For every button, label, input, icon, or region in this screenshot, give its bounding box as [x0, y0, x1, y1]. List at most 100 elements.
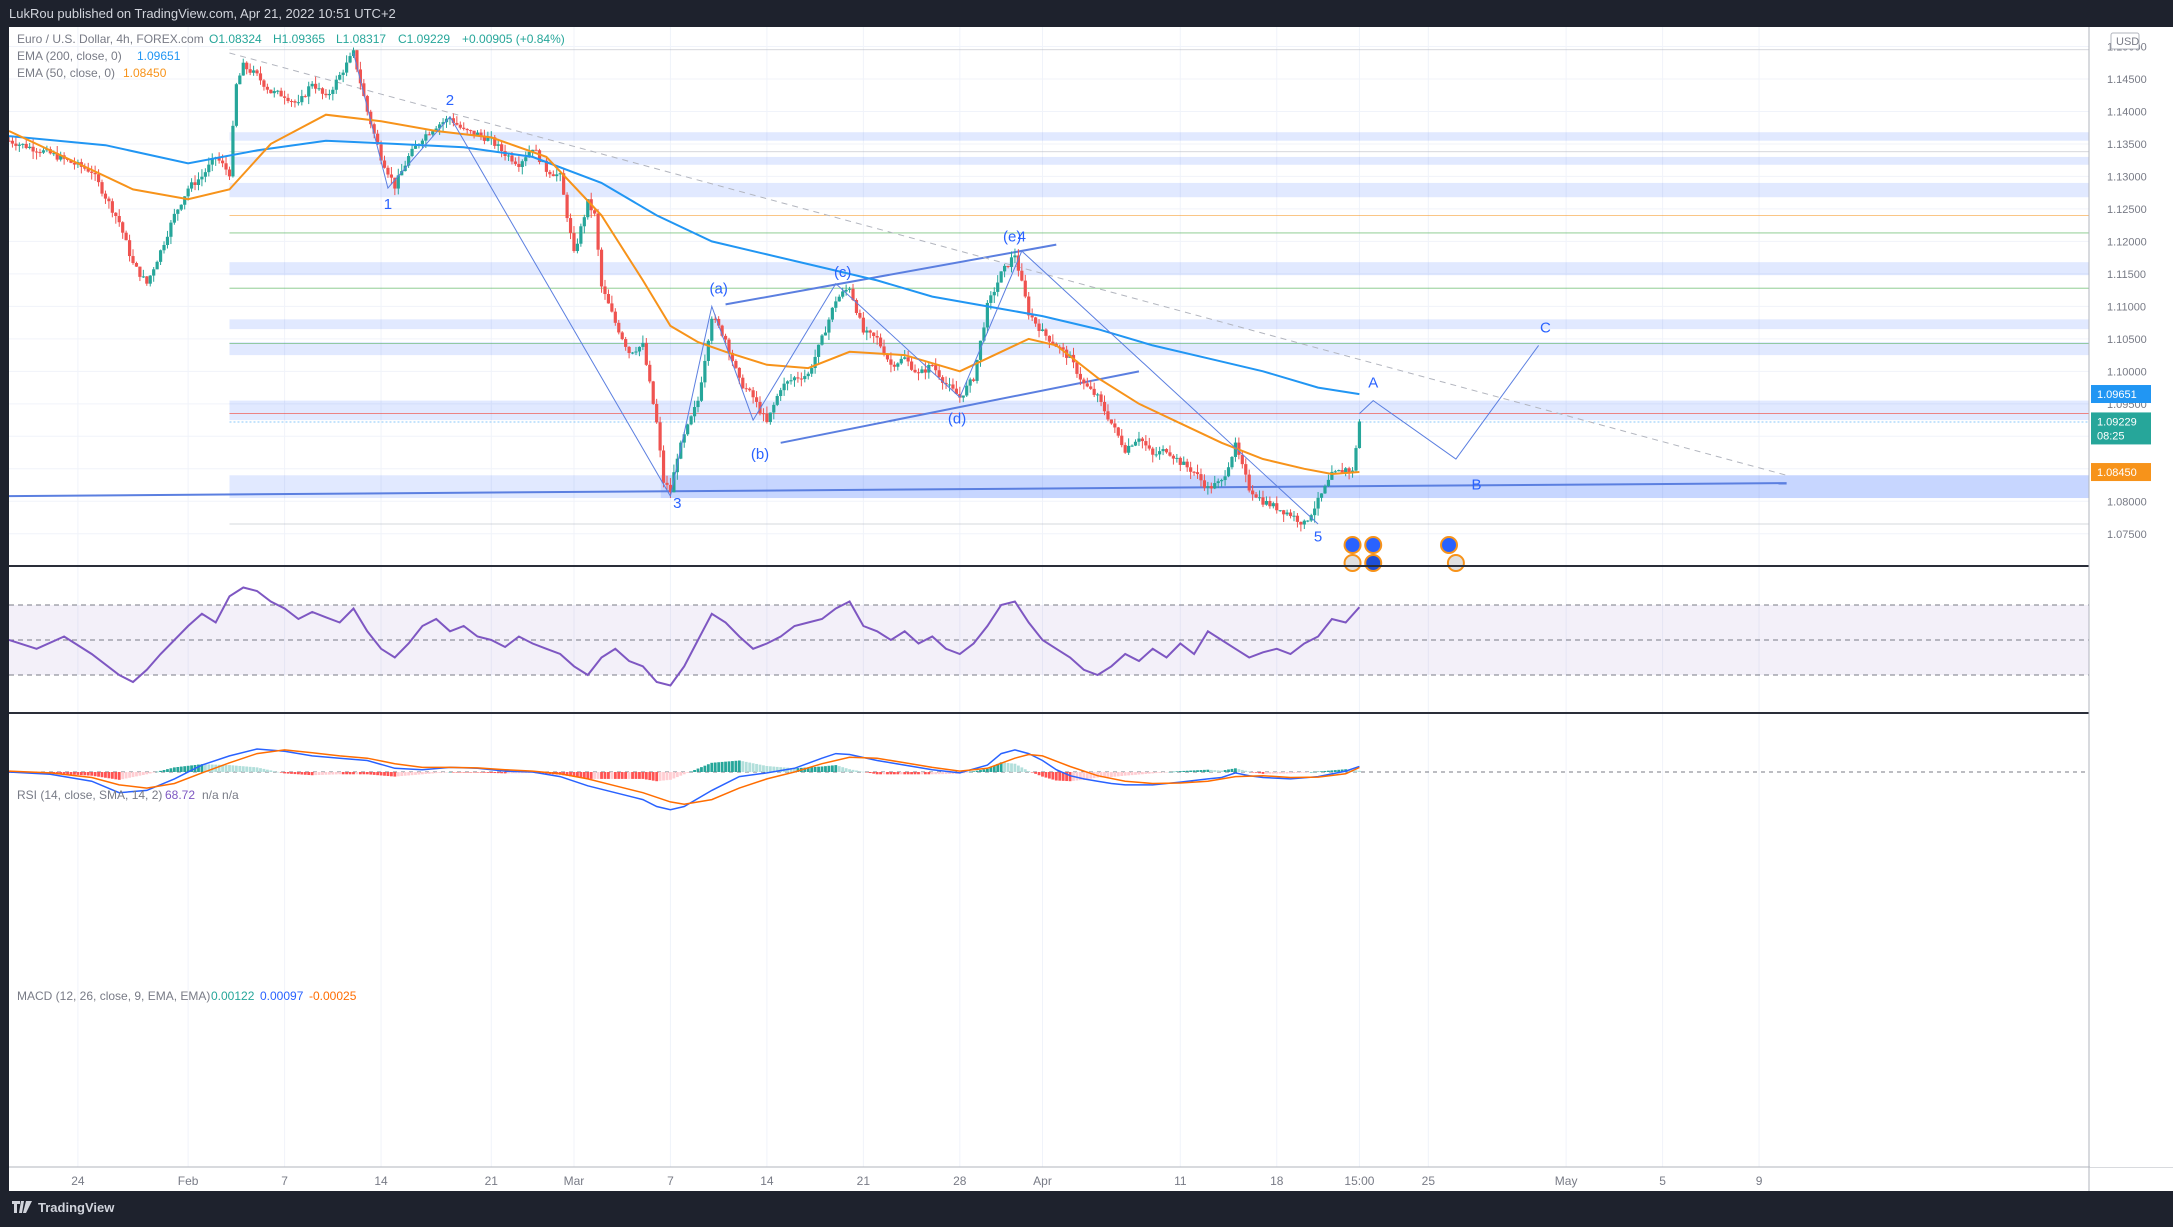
macd-histogram-bar	[155, 771, 159, 773]
macd-histogram-bar	[1282, 772, 1286, 774]
macd-histogram-bar	[603, 772, 607, 779]
candle-body	[544, 160, 549, 172]
macd-histogram-bar	[1285, 772, 1289, 774]
macd-histogram-bar	[672, 772, 676, 779]
macd-histogram-bar	[896, 772, 900, 775]
macd-histogram-bar	[903, 772, 907, 775]
candle-body	[1061, 347, 1065, 350]
macd-histogram-bar	[607, 772, 610, 779]
macd-histogram-bar	[934, 772, 938, 775]
macd-histogram-bar	[427, 772, 431, 774]
ema50-value: 1.08450	[123, 66, 167, 80]
candle-body	[606, 294, 611, 304]
candle-body	[717, 318, 721, 326]
candle-body	[1354, 448, 1358, 471]
candle-body	[386, 167, 390, 175]
rsi-line	[9, 586, 1361, 687]
candle-body	[558, 173, 562, 175]
currency-badge-box[interactable]	[2110, 32, 2140, 50]
candle-body	[1099, 394, 1103, 402]
candle-body	[799, 378, 803, 380]
macd-histogram-bar	[431, 772, 435, 774]
zone-rect	[229, 475, 2090, 499]
macd-histogram-bar	[1134, 772, 1137, 775]
macd-histogram-bar	[421, 772, 424, 775]
macd-histogram-bar	[631, 772, 634, 779]
candle-body	[892, 364, 896, 367]
price-tick-label: 1.12000	[2107, 236, 2147, 248]
macd-histogram-bar	[503, 772, 507, 774]
candle-body	[940, 377, 945, 383]
candle-body	[737, 367, 741, 378]
candle-body	[1075, 362, 1079, 374]
macd-histogram-bar	[517, 772, 521, 774]
price-tag-countdown: 08:25	[2097, 430, 2125, 442]
macd-histogram-bar	[241, 766, 245, 772]
candle-body	[920, 369, 924, 373]
candle-body	[779, 390, 783, 397]
macd-histogram-bar	[855, 770, 858, 772]
macd-histogram-bar	[1168, 771, 1172, 773]
candle-body	[1182, 461, 1186, 465]
macd-histogram-bar	[972, 771, 975, 772]
candle-body	[231, 125, 235, 177]
macd-histogram-bar	[1089, 772, 1093, 779]
candle-body	[586, 199, 590, 218]
candle-body	[889, 359, 893, 365]
candle-body	[179, 204, 183, 210]
macd-histogram-bar	[1154, 772, 1158, 774]
macd-histogram-bar	[865, 772, 869, 773]
macd-histogram-bar	[1144, 772, 1148, 774]
candle-body	[903, 357, 907, 359]
macd-hist-value: 0.00122	[211, 989, 255, 1003]
candle-body	[989, 295, 993, 303]
macd-histogram-bar	[410, 772, 414, 776]
macd-histogram-bar	[1110, 772, 1113, 778]
candle-body	[1295, 515, 1300, 522]
macd-histogram-bar	[383, 772, 386, 776]
publish-line: LukRou published on TradingView.com, Apr…	[9, 6, 396, 21]
macd-histogram-bar	[700, 767, 703, 772]
macd-histogram-bar	[1158, 772, 1162, 773]
candle-body	[816, 344, 821, 357]
macd-histogram-bar	[1175, 771, 1179, 772]
macd-histogram-bar	[176, 766, 180, 772]
macd-histogram-bar	[1141, 772, 1144, 775]
candle-body	[885, 354, 890, 360]
chart-area[interactable]: 1 2 3 4 5 (a) (b) (c) (d) (e) A B C 80.0060.0040.002…	[9, 27, 2173, 1225]
time-tick-label: Apr	[1033, 1174, 1052, 1188]
candle-body	[472, 130, 476, 135]
macd-histogram-bar	[207, 764, 211, 772]
macd-histogram-bar	[520, 772, 524, 774]
us-flag-event-icon	[1343, 554, 1362, 572]
macd-histogram-bar	[1299, 772, 1303, 773]
candle-body	[258, 73, 263, 81]
candle-body	[854, 299, 859, 314]
macd-histogram-bar	[665, 772, 669, 781]
ema50-line	[9, 113, 1360, 476]
chart-svg[interactable]: 1 2 3 4 5 (a) (b) (c) (d) (e) A B C 80.0060.0040.002…	[9, 27, 2173, 1191]
time-tick-label: 24	[71, 1174, 85, 1188]
macd-histogram-bar	[496, 772, 500, 774]
candle-body	[434, 128, 438, 132]
candle-body	[823, 332, 828, 336]
macd-histogram-bar	[906, 772, 910, 775]
macd-histogram-bar	[1268, 772, 1272, 774]
candle-body	[210, 158, 214, 165]
candle-body	[376, 133, 380, 145]
time-tick-label: 5	[1659, 1174, 1666, 1188]
candle-body	[107, 198, 111, 202]
candle-body	[875, 335, 879, 338]
macd-histogram-bar	[1096, 772, 1100, 778]
candle-body	[965, 385, 969, 396]
macd-histogram-bar	[465, 772, 469, 773]
macd-histogram-bar	[565, 772, 569, 776]
candle-body	[1096, 394, 1100, 396]
price-tick-label: 1.13000	[2107, 171, 2147, 183]
macd-histogram-bar	[1041, 772, 1044, 777]
macd-histogram-bar	[1106, 772, 1110, 778]
macd-histogram-bar	[279, 772, 283, 773]
candle-body	[482, 135, 487, 141]
macd-histogram-bar	[131, 772, 135, 778]
macd-histogram-bar	[476, 772, 479, 773]
